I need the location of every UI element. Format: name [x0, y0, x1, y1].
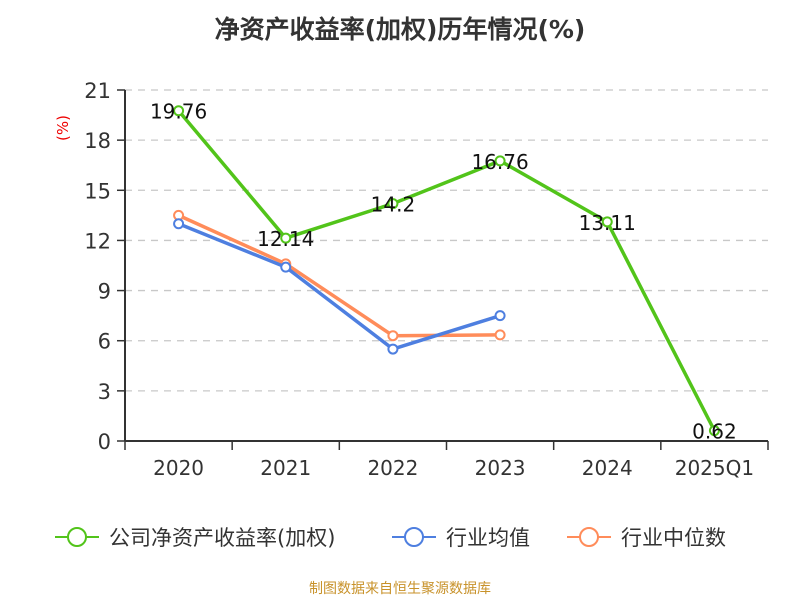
- x-tick-label: 2023: [475, 456, 526, 480]
- x-tick-label: 2025Q1: [675, 456, 754, 480]
- data-point: [494, 329, 506, 341]
- chart-title: 净资产收益率(加权)历年情况(%): [214, 15, 586, 44]
- data-point: [387, 198, 399, 210]
- data-label: 12.14: [257, 227, 314, 251]
- y-tick-label: 12: [84, 229, 111, 253]
- legend-label: 行业均值: [446, 526, 530, 550]
- data-point: [387, 330, 399, 342]
- data-point: [708, 425, 720, 437]
- x-tick-label: 2021: [260, 456, 311, 480]
- x-tick-label: 2024: [582, 456, 633, 480]
- y-tick-label: 21: [84, 79, 111, 103]
- y-tick-label: 15: [84, 179, 111, 203]
- legend-label: 公司净资产收益率(加权): [109, 526, 335, 550]
- data-source-note: 制图数据来自恒生聚源数据库: [309, 581, 491, 597]
- y-tick-label: 3: [98, 380, 111, 404]
- data-point: [387, 343, 399, 355]
- series-line-1: [177, 222, 501, 351]
- series-line-2: [177, 213, 501, 338]
- data-label: 0.62: [692, 420, 737, 444]
- x-tick-label: 2022: [367, 456, 418, 480]
- series-line-0: [177, 109, 716, 432]
- y-axis-label: (%): [54, 115, 72, 141]
- data-point: [494, 310, 506, 322]
- data-point: [494, 155, 506, 167]
- data-label: 13.11: [579, 211, 636, 235]
- data-label: 16.76: [471, 150, 528, 174]
- data-label: 19.76: [150, 100, 207, 124]
- legend-marker-icon: [579, 527, 599, 547]
- legend-marker-icon: [404, 527, 424, 547]
- legend-marker-icon: [67, 527, 87, 547]
- data-point: [280, 232, 292, 244]
- data-point: [280, 261, 292, 273]
- y-tick-label: 0: [98, 430, 111, 454]
- y-tick-label: 6: [98, 330, 111, 354]
- y-tick-label: 9: [98, 280, 111, 304]
- x-tick-label: 2020: [153, 456, 204, 480]
- data-point: [173, 105, 185, 117]
- y-tick-label: 18: [84, 129, 111, 153]
- legend-label: 行业中位数: [621, 526, 726, 550]
- data-point: [601, 216, 613, 228]
- data-label: 14.2: [371, 193, 416, 217]
- data-point: [173, 218, 185, 230]
